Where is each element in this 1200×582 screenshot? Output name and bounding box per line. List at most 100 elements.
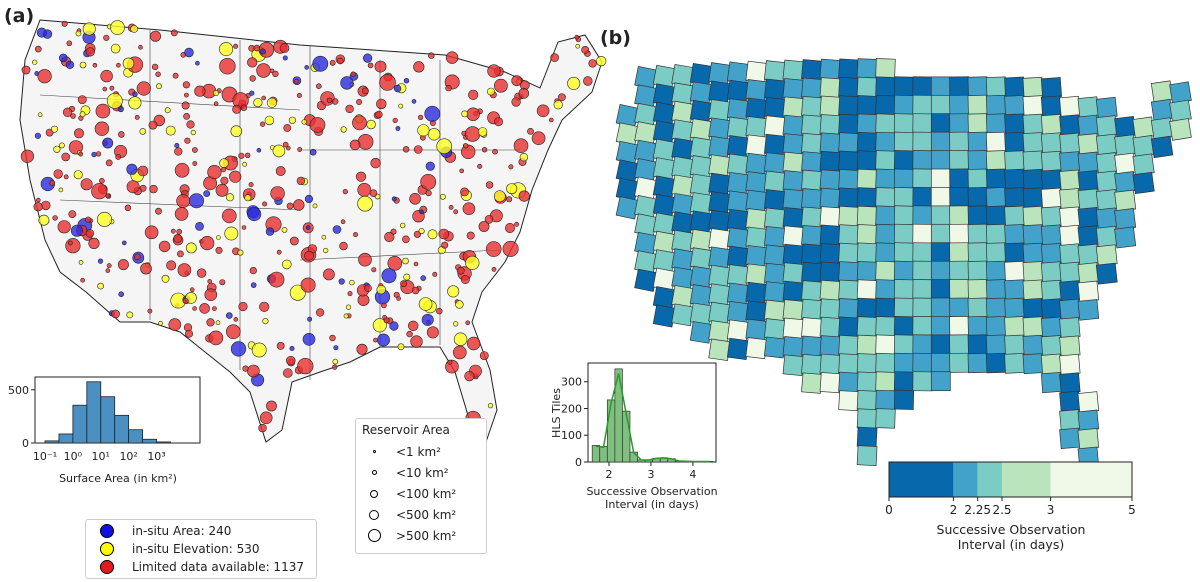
reservoir-point [272, 144, 286, 158]
hls-tile [949, 279, 970, 300]
reservoir-point [502, 240, 519, 257]
reservoir-point [400, 280, 407, 288]
reservoir-point [249, 267, 257, 275]
hls-tile [985, 76, 1007, 97]
reservoir-point [116, 62, 121, 68]
reservoir-point [419, 209, 424, 215]
hls-tile [1132, 116, 1155, 139]
hls-tile [1022, 187, 1044, 209]
hls-tile [1022, 205, 1044, 227]
reservoir-point [536, 104, 550, 118]
hls-tile [782, 262, 805, 284]
reservoir-point [65, 60, 75, 70]
reservoir-point [219, 279, 226, 286]
y-tick-label: 200 [561, 402, 582, 415]
hls-tile [1004, 168, 1025, 190]
reservoir-point [506, 183, 518, 195]
reservoir-point [256, 147, 262, 153]
reservoir-point [226, 312, 233, 319]
hls-tile [1022, 76, 1044, 98]
hls-tile [875, 371, 896, 392]
reservoir-point [184, 47, 194, 58]
reservoir-point [316, 308, 325, 317]
legend-label: in-situ Area: 240 [132, 524, 232, 538]
hls-tile [893, 334, 915, 355]
size-legend-item: <100 km² [362, 483, 480, 504]
reservoir-point [282, 141, 289, 148]
hls-tile [1022, 353, 1044, 375]
hls-tile [912, 242, 933, 263]
hls-tile [1022, 242, 1044, 264]
hls-tile [875, 187, 896, 208]
hls-tile [967, 279, 988, 300]
hls-tile [745, 337, 768, 360]
reservoir-point [67, 240, 73, 246]
reservoir-point [78, 260, 84, 265]
reservoir-point [264, 115, 275, 126]
reservoir-point [286, 355, 296, 366]
hls-tile [912, 297, 933, 318]
reservoir-point [467, 336, 481, 351]
reservoir-point [426, 326, 439, 339]
hls-tile [856, 445, 878, 466]
hls-tile [801, 206, 823, 228]
hls-tile [912, 187, 933, 207]
reservoir-point [222, 208, 237, 224]
hls-tile [856, 390, 878, 411]
circle-size-icon [367, 529, 381, 542]
reservoir-point [486, 87, 495, 96]
reservoir-point [340, 126, 347, 133]
hls-tile [1169, 118, 1192, 141]
reservoir-point [158, 240, 171, 253]
reservoir-point [550, 53, 559, 62]
histogram-b-bar [591, 445, 601, 463]
reservoir-point [352, 232, 358, 238]
reservoir-point [312, 203, 318, 209]
histogram-a-xlabel: Surface Area (in km²) [59, 472, 177, 485]
hls-tile [819, 353, 841, 375]
reservoir-point [511, 97, 521, 107]
hls-tile [801, 243, 823, 265]
hls-tile [801, 224, 823, 247]
hls-tile [615, 140, 640, 165]
hls-tile [1004, 131, 1025, 153]
hls-tile [912, 334, 933, 355]
reservoir-point [453, 332, 468, 346]
reservoir-point [34, 45, 42, 53]
reservoir-point [493, 190, 506, 203]
hls-tile [949, 334, 970, 355]
reservoir-point [118, 291, 124, 298]
reservoir-point [58, 53, 68, 63]
hls-tile [819, 95, 841, 117]
reservoir-point [466, 107, 480, 121]
reservoir-point [370, 157, 381, 169]
hls-tile [1022, 334, 1044, 356]
size-legend-item: >500 km² [362, 525, 480, 546]
colorbar-segment [1001, 462, 1051, 497]
reservoir-point [211, 306, 217, 311]
colorbar-label: Interval (in days) [958, 537, 1064, 552]
hls-tile [1022, 298, 1044, 319]
reservoir-point [332, 364, 338, 370]
hls-tile [1004, 316, 1025, 337]
reservoir-point [174, 163, 190, 178]
reservoir-point [424, 105, 441, 122]
hls-tile [819, 58, 841, 80]
reservoir-point [276, 249, 282, 255]
hls-tile [1040, 372, 1062, 394]
histogram-a-bar [128, 429, 143, 444]
reservoir-point [445, 51, 459, 64]
reservoir-point [110, 43, 121, 54]
hls-tile [875, 260, 896, 282]
hls-tile [615, 177, 640, 202]
reservoir-point [174, 207, 189, 221]
reservoir-point [219, 57, 236, 75]
reservoir-point [304, 65, 310, 70]
reservoir-point [176, 194, 191, 208]
hls-tile [838, 168, 860, 190]
reservoir-point [203, 190, 211, 197]
hls-tile [875, 334, 896, 355]
hls-tile [782, 96, 805, 119]
reservoir-point [288, 116, 297, 124]
x-tick-label: 2 [605, 468, 612, 481]
